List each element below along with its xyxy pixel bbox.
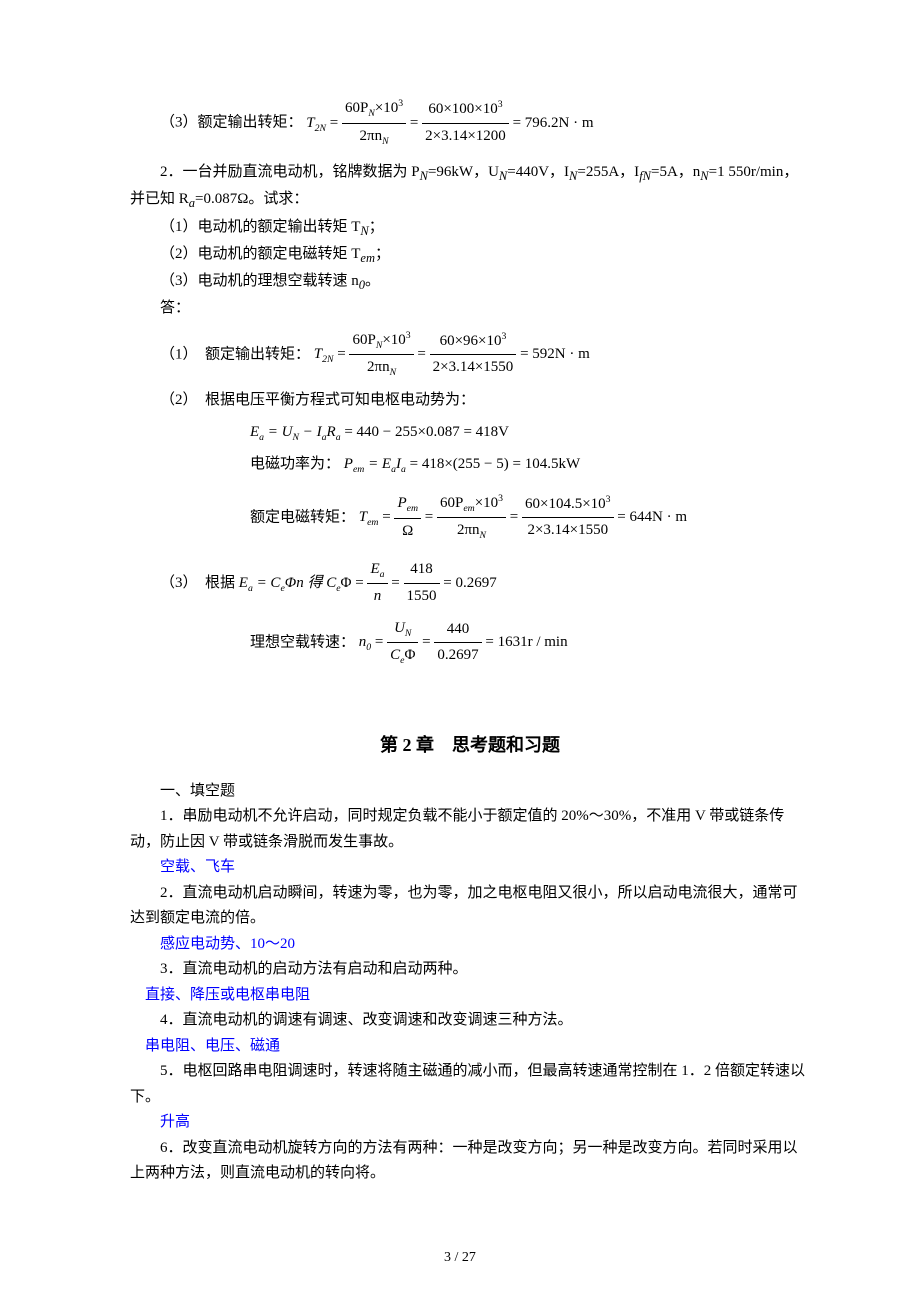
answer-label: 答： — [130, 296, 810, 322]
c2: 2．直流电动机启动瞬间，转速为零，也为零，加之电枢电阻又很小，所以启动电流很大，… — [130, 881, 810, 932]
page-footer: 3 / 27 — [0, 1246, 920, 1270]
chapter-title: 第 2 章 思考题和习题 — [130, 730, 810, 761]
ans2-eq1: Ea = UN − IaRa = 440 − 255×0.087 = 418V — [250, 420, 810, 447]
eq-top: （3）额定输出转矩： T2N = 60PN×103 2πnN = 60×100×… — [160, 96, 810, 150]
problem2-statement: 2．一台并励直流电动机，铭牌数据为 PN=96kW，UN=440V，IN=255… — [130, 160, 810, 215]
c1-answer: 空载、飞车 — [130, 855, 810, 881]
ans2-eq3: 额定电磁转矩： Tem = Pem Ω = 60Pem×103 2πnN = 6… — [250, 491, 810, 545]
ans3-eq2: 理想空载转速： n0 = UN CeΦ = 440 0.2697 = 1631r… — [250, 616, 810, 670]
c4: 4．直流电动机的调速有调速、改变调速和改变调速三种方法。 — [130, 1008, 810, 1034]
q2: （2）电动机的额定电磁转矩 Tem； — [130, 242, 810, 269]
eq-top-prefix: （3）额定输出转矩： — [160, 115, 303, 131]
ans3-eq1: （3） 根据 Ea = CeΦn 得 CeΦ = Ea n = 418 1550… — [160, 557, 810, 610]
c3: 3．直流电动机的启动方法有启动和启动两种。 — [130, 957, 810, 983]
q3: （3）电动机的理想空载转速 n0。 — [130, 269, 810, 296]
c5: 5．电枢回路串电阻调速时，转速将随主磁通的减小而，但最高转速通常控制在 1．2 … — [130, 1059, 810, 1110]
c5-answer: 升高 — [130, 1110, 810, 1136]
q1: （1）电动机的额定输出转矩 TN； — [130, 215, 810, 242]
ans2-line1: （2） 根据电压平衡方程式可知电枢电动势为： — [160, 388, 810, 414]
ans2-eq2: 电磁功率为： Pem = EaIa = 418×(255 − 5) = 104.… — [250, 452, 810, 479]
c1: 1．串励电动机不允许启动，同时规定负载不能小于额定值的 20%～30%，不准用 … — [130, 804, 810, 855]
c2-answer: 感应电动势、10～20 — [130, 932, 810, 958]
section-a: 一、填空题 — [130, 779, 810, 805]
ans1: （1） 额定输出转矩： T2N = 60PN×103 2πnN = 60×96×… — [160, 328, 810, 382]
c4-answer: 串电阻、电压、磁通 — [145, 1034, 810, 1060]
c6: 6．改变直流电动机旋转方向的方法有两种：一种是改变方向；另一种是改变方向。若同时… — [130, 1136, 810, 1187]
c3-answer: 直接、降压或电枢串电阻 — [145, 983, 810, 1009]
